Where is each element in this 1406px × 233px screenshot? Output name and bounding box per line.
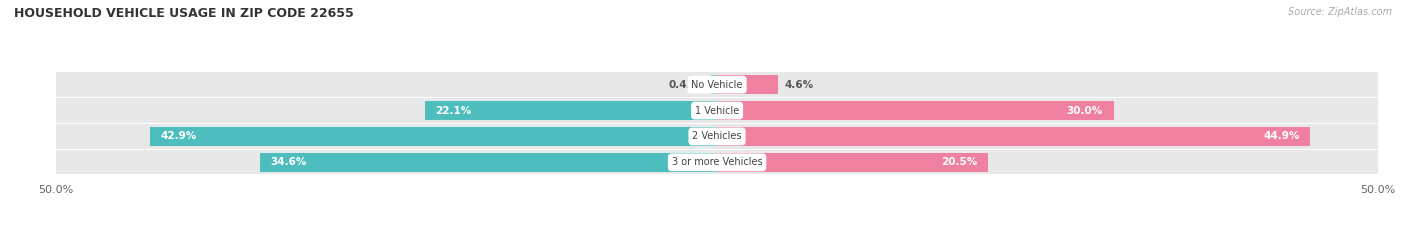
Text: 42.9%: 42.9% xyxy=(160,131,197,141)
Text: 34.6%: 34.6% xyxy=(270,157,307,167)
Bar xyxy=(711,75,717,94)
Bar xyxy=(425,101,717,120)
Bar xyxy=(717,127,1310,146)
Text: 22.1%: 22.1% xyxy=(436,106,472,116)
Text: 4.6%: 4.6% xyxy=(785,80,814,90)
Text: HOUSEHOLD VEHICLE USAGE IN ZIP CODE 22655: HOUSEHOLD VEHICLE USAGE IN ZIP CODE 2265… xyxy=(14,7,354,20)
Bar xyxy=(56,124,1378,149)
Bar xyxy=(260,153,717,172)
Bar xyxy=(56,72,1378,97)
Text: No Vehicle: No Vehicle xyxy=(692,80,742,90)
Text: 20.5%: 20.5% xyxy=(941,157,977,167)
Bar xyxy=(717,101,1114,120)
Bar xyxy=(717,153,988,172)
Text: 30.0%: 30.0% xyxy=(1067,106,1102,116)
Bar xyxy=(150,127,717,146)
Bar xyxy=(56,150,1378,175)
Text: 1 Vehicle: 1 Vehicle xyxy=(695,106,740,116)
Bar xyxy=(717,75,778,94)
Text: 2 Vehicles: 2 Vehicles xyxy=(692,131,742,141)
Text: 44.9%: 44.9% xyxy=(1264,131,1301,141)
Text: 3 or more Vehicles: 3 or more Vehicles xyxy=(672,157,762,167)
Text: 0.43%: 0.43% xyxy=(668,80,704,90)
Bar xyxy=(56,98,1378,123)
Text: Source: ZipAtlas.com: Source: ZipAtlas.com xyxy=(1288,7,1392,17)
